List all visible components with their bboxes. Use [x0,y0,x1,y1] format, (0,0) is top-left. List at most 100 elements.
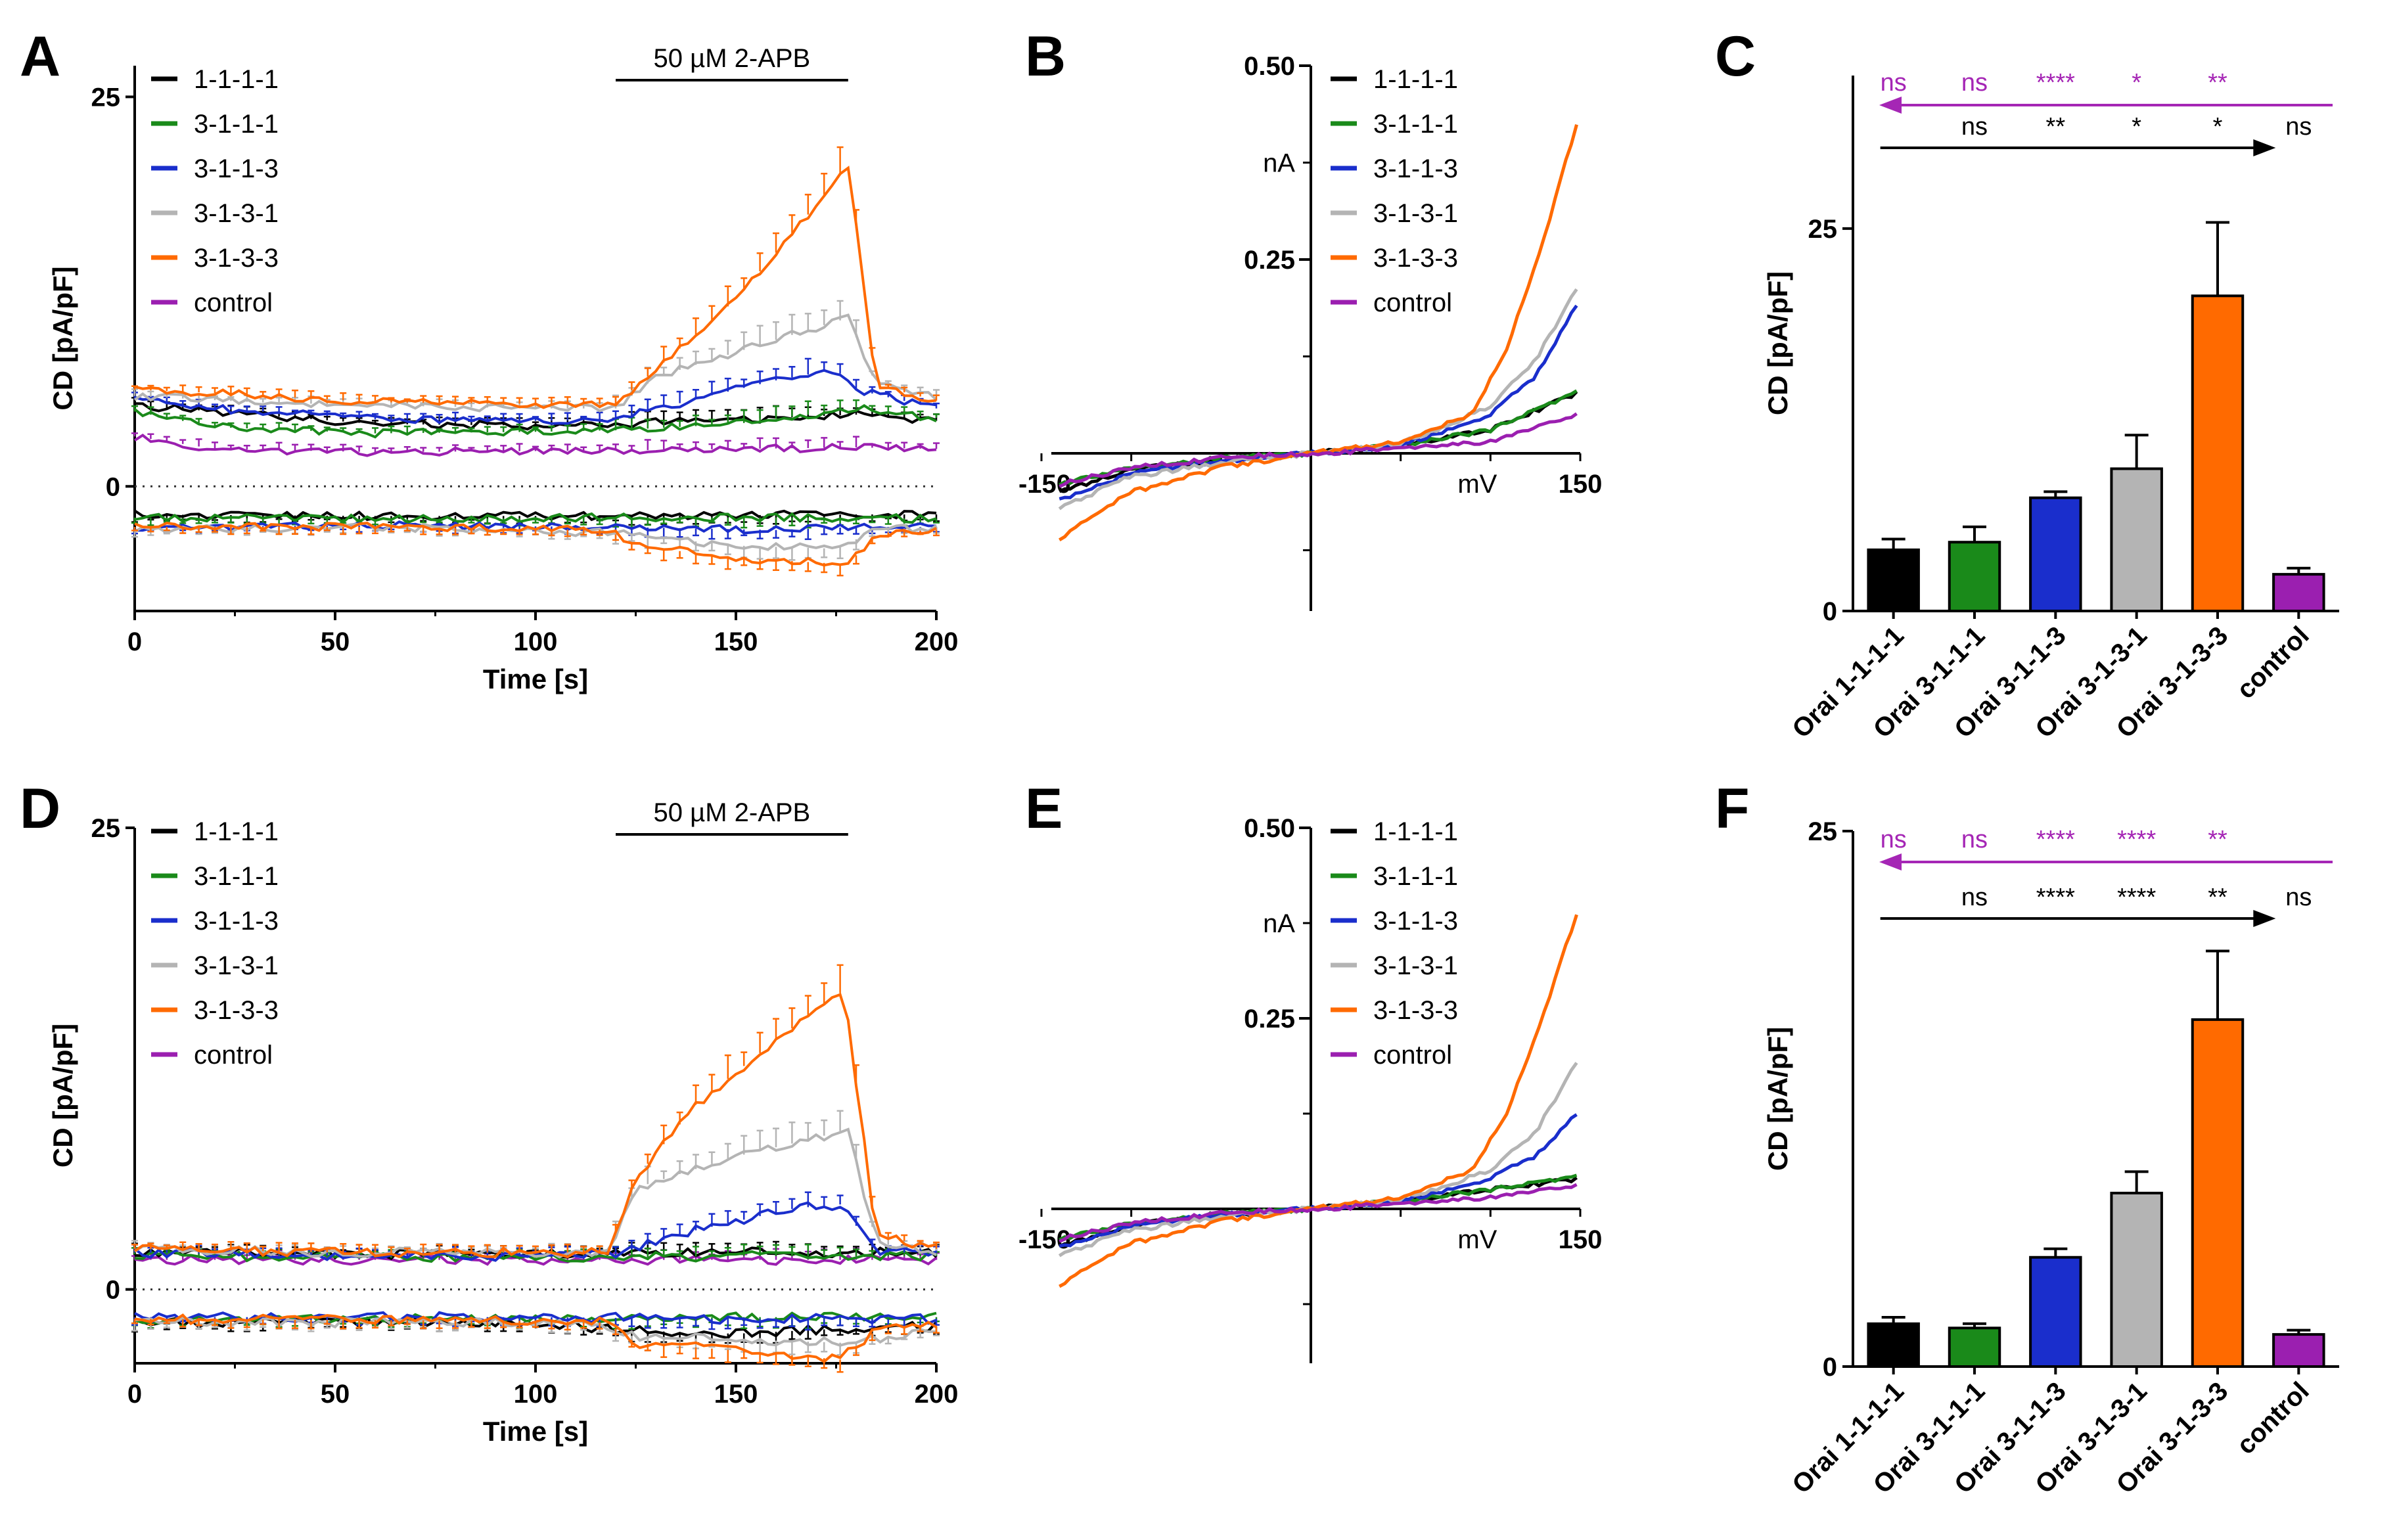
sig-top-label: * [2132,69,2141,97]
bar-control [2272,1333,2325,1368]
trace-3-1-3-1-inward [131,300,940,413]
bar-orai-3-1-1-3 [2029,1256,2082,1368]
x-tick-label: 150 [1559,470,1603,499]
sig-bottom-label: ns [2285,113,2312,141]
stimulus-label: 50 µM 2-APB [654,44,811,73]
x-tick-label: 150 [1559,1225,1603,1254]
trace-line-1-1-1-1 [133,509,937,522]
trace-line-3-1-3-1 [133,1127,937,1259]
legend-label-1-1-1-1: 1-1-1-1 [1373,817,1458,846]
legend-label-3-1-1-3: 3-1-1-3 [1373,154,1458,183]
x-axis-title: Time [s] [483,664,588,694]
sig-bottom-label: * [2213,113,2223,141]
legend-label-3-1-3-1: 3-1-3-1 [1373,951,1458,980]
bar-orai-1-1-1-1 [1867,548,1920,612]
panel-b: B-150 150mV0.250.50nA1-1-1-13-1-1-13-1-1-… [1018,25,1602,611]
stimulus-label: 50 µM 2-APB [654,798,811,827]
legend-label-3-1-3-3: 3-1-3-3 [194,244,279,273]
trace-3-1-3-3-outward [131,522,940,577]
iv-curve-3-1-3-1 [1058,288,1578,510]
y-axis-title: nA [1263,149,1295,178]
x-tick-label: 50 [321,1380,350,1409]
y-tick-label: 25 [91,814,121,843]
bar-orai-3-1-1-3 [2029,496,2082,613]
legend-label-3-1-3-3: 3-1-3-3 [194,996,279,1025]
y-tick-label: 25 [1808,215,1838,244]
x-tick-label: 100 [514,627,558,656]
sig-arrowhead-top [1879,97,1902,114]
y-tick-label: 0.25 [1244,246,1295,275]
legend-label-control: control [1373,1041,1452,1070]
y-tick-label: 25 [91,83,121,112]
trace-control-inward [131,432,940,457]
y-axis-title: CD [pA/pF] [47,1024,78,1167]
y-tick-label: 0.50 [1244,814,1295,843]
legend-label-1-1-1-1: 1-1-1-1 [1373,65,1458,94]
y-tick-label: 0 [1823,597,1837,626]
sig-top-label: ** [2208,69,2227,97]
x-tick-label: 150 [714,627,758,656]
trace-3-1-3-3-outward [131,1313,940,1373]
x-tick-label: 0 [127,627,142,656]
bar-orai-3-1-3-3 [2191,294,2245,612]
legend-label-3-1-1-3: 3-1-1-3 [194,907,279,936]
y-axis-title: CD [pA/pF] [47,266,78,410]
trace-3-1-3-3-inward [131,964,940,1259]
y-axis-title: nA [1263,909,1295,938]
category-label-control: control [2231,621,2315,704]
sig-top-label: **** [2117,826,2156,853]
sig-bottom-label: ** [2046,113,2066,141]
trace-3-1-1-3-inward [131,357,940,425]
trace-line-control [133,434,937,457]
panel-letter: A [20,25,60,88]
panel-d: D 0 50 100 150 200 0 25 Time [s] CD [pA/pF] 50 µM … [20,777,958,1447]
legend-label-3-1-3-3: 3-1-3-3 [1373,996,1458,1025]
legend-label-control: control [1373,288,1452,317]
bar-orai-3-1-1-1 [1948,541,2001,613]
iv-curve-3-1-3-1 [1058,1062,1578,1257]
y-tick-label: 0 [1823,1353,1837,1382]
trace-line-3-1-3-1 [133,313,938,413]
panel-letter: E [1025,777,1062,840]
trace-3-1-3-3-inward [131,146,940,409]
iv-curve-control [1059,1183,1578,1243]
sig-bottom-label: * [2132,113,2141,141]
x-tick-label: 100 [514,1380,558,1409]
bar-control [2272,573,2325,612]
sig-arrowhead-bottom [2253,910,2276,927]
bar-orai-3-1-3-3 [2191,1018,2245,1368]
y-axis-title: CD [pA/pF] [1762,271,1793,415]
legend-label-3-1-3-1: 3-1-3-1 [194,199,279,228]
panel-a: A 0 50 100 150 200 0 25 Time [s] CD [pA/pF] 50 µM … [20,25,958,694]
trace-line-3-1-3-3 [134,166,937,409]
legend-label-1-1-1-1: 1-1-1-1 [194,65,279,94]
sig-top-label: **** [2036,826,2075,853]
legend-label-1-1-1-1: 1-1-1-1 [194,817,279,846]
iv-curve-3-1-3-3 [1059,124,1578,541]
y-tick-label: 25 [1808,817,1838,846]
sig-arrowhead-bottom [2253,139,2276,156]
x-tick-label: 50 [321,627,350,656]
legend-label-3-1-1-1: 3-1-1-1 [1373,110,1458,139]
y-tick-label: 0.50 [1244,52,1295,81]
panel-letter: C [1715,25,1756,88]
x-tick-label: 200 [915,627,959,656]
panel-letter: D [20,777,60,840]
sig-top-label: **** [2036,69,2075,97]
trace-3-1-3-1-inward [131,1110,940,1259]
sig-bottom-label: **** [2117,884,2156,911]
x-tick-label: 0 [127,1380,142,1409]
trace-line-3-1-3-3 [133,993,937,1259]
legend-label-3-1-1-3: 3-1-1-3 [1373,907,1458,936]
y-tick-label: 0.25 [1244,1005,1295,1033]
y-tick-label: 0 [106,472,120,501]
bar-orai-1-1-1-1 [1867,1322,1920,1369]
y-axis-title: CD [pA/pF] [1762,1027,1793,1171]
sig-arrowhead-top [1879,853,1902,871]
legend-label-3-1-1-1: 3-1-1-1 [194,110,279,139]
bar-orai-3-1-3-1 [2110,1191,2163,1368]
sig-top-label: ns [1961,69,1988,97]
panel-letter: F [1715,777,1750,840]
